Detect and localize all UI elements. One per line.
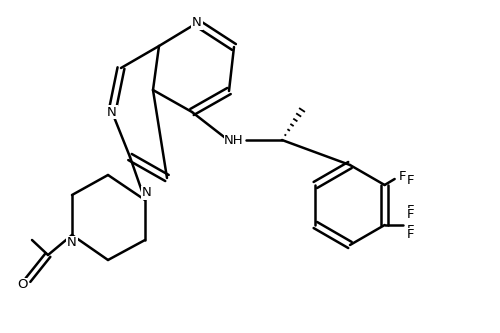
Text: F: F [407, 203, 414, 216]
Text: F: F [406, 228, 414, 241]
Text: F: F [406, 173, 414, 186]
Text: F: F [399, 170, 406, 183]
Text: N: N [107, 106, 117, 119]
Text: O: O [18, 278, 28, 291]
Text: N: N [67, 236, 77, 249]
Text: NH: NH [224, 134, 244, 147]
Text: N: N [142, 186, 152, 199]
Text: N: N [192, 17, 202, 30]
Text: F: F [407, 223, 414, 236]
Text: F: F [406, 208, 414, 221]
